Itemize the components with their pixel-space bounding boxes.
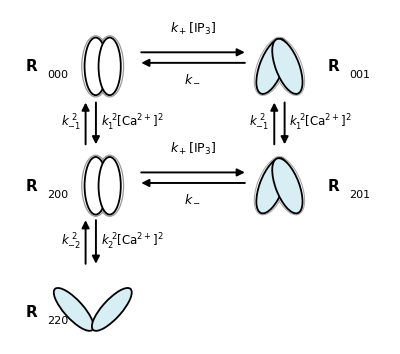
Text: 220: 220 [47,316,68,326]
Ellipse shape [84,157,107,215]
Ellipse shape [256,158,287,213]
Ellipse shape [272,158,302,213]
Text: 200: 200 [47,189,68,200]
Text: $k_{-2}^{\;2}$: $k_{-2}^{\;2}$ [61,232,81,252]
Text: $k_-$: $k_-$ [184,193,202,205]
Ellipse shape [54,288,94,331]
Text: $\mathbf{R}$: $\mathbf{R}$ [25,304,39,320]
Text: $k_-$: $k_-$ [184,72,202,85]
Text: $k_1^{\;2}[\mathrm{Ca}^{2+}]^2$: $k_1^{\;2}[\mathrm{Ca}^{2+}]^2$ [289,113,352,133]
Ellipse shape [98,157,121,215]
Text: $k_{-1}^{\;2}$: $k_{-1}^{\;2}$ [249,113,270,133]
Text: $k_{-1}^{\;2}$: $k_{-1}^{\;2}$ [61,113,81,133]
Text: $k_+[\mathrm{IP}_3]$: $k_+[\mathrm{IP}_3]$ [170,21,216,36]
Ellipse shape [92,288,132,331]
Ellipse shape [98,38,121,95]
Ellipse shape [256,39,287,94]
Text: $\mathbf{R}$: $\mathbf{R}$ [327,178,340,194]
Text: $\mathbf{R}$: $\mathbf{R}$ [25,58,39,74]
Text: $\mathbf{R}$: $\mathbf{R}$ [25,178,39,194]
Text: 201: 201 [349,189,370,200]
Text: $k_+[\mathrm{IP}_3]$: $k_+[\mathrm{IP}_3]$ [170,141,216,156]
Ellipse shape [84,38,107,95]
Text: 000: 000 [47,70,68,80]
Ellipse shape [272,39,302,94]
Text: $k_2^{\;2}[\mathrm{Ca}^{2+}]^2$: $k_2^{\;2}[\mathrm{Ca}^{2+}]^2$ [101,232,163,252]
Text: $\mathbf{R}$: $\mathbf{R}$ [327,58,340,74]
Text: 001: 001 [349,70,370,80]
Text: $k_1^{\;2}[\mathrm{Ca}^{2+}]^2$: $k_1^{\;2}[\mathrm{Ca}^{2+}]^2$ [101,113,163,133]
